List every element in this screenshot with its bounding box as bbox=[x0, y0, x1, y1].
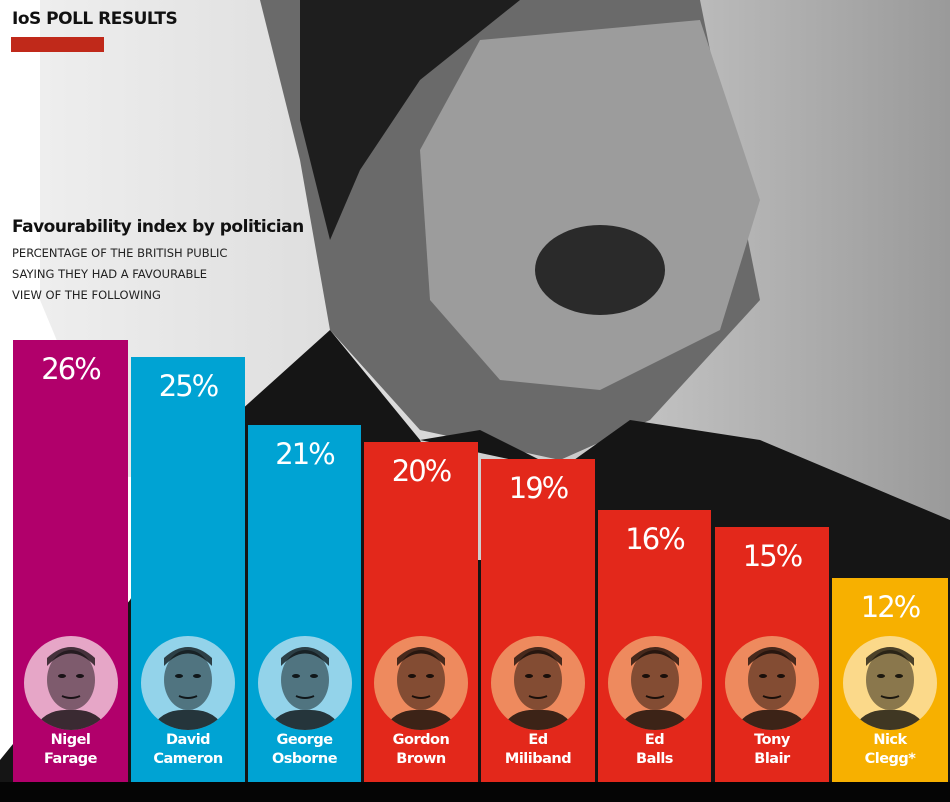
politician-photo bbox=[141, 636, 235, 730]
subtitle-line: SAYING THEY HAD A FAVOURABLE bbox=[12, 267, 208, 281]
bar: 15% Tony Blair bbox=[715, 527, 829, 782]
category-label: Nigel Farage bbox=[13, 731, 128, 769]
last-name: Miliband bbox=[504, 751, 572, 767]
category-label: David Cameron bbox=[131, 731, 245, 769]
politician-photo bbox=[725, 636, 819, 730]
last-name: Clegg* bbox=[864, 751, 916, 767]
data-label: 16% bbox=[625, 522, 685, 556]
first-name: Ed bbox=[528, 732, 548, 748]
category-label: Ed Balls bbox=[598, 731, 711, 769]
last-name: Brown bbox=[396, 751, 446, 767]
chart-title: Favourability index by politician bbox=[12, 217, 304, 237]
first-name: David bbox=[165, 732, 211, 748]
data-label: 19% bbox=[508, 471, 569, 505]
data-label: 20% bbox=[391, 454, 452, 488]
data-label: 12% bbox=[860, 590, 921, 624]
subtitle-line: PERCENTAGE OF THE BRITISH PUBLIC bbox=[12, 246, 228, 260]
bar: 20% Gordon Brown bbox=[364, 442, 478, 782]
bar: 19% Ed Miliband bbox=[481, 459, 595, 782]
category-label: Tony Blair bbox=[715, 731, 829, 769]
data-label: 15% bbox=[742, 539, 803, 573]
bar: 26% Nigel Farage bbox=[13, 340, 128, 782]
subtitle-line: VIEW OF THE FOLLOWING bbox=[12, 288, 161, 302]
bar: 16% Ed Balls bbox=[598, 510, 711, 782]
last-name: Farage bbox=[44, 751, 98, 767]
bar: 12% Nick Clegg* bbox=[832, 578, 948, 782]
data-label: 25% bbox=[158, 369, 219, 403]
category-label: George Osborne bbox=[248, 731, 361, 769]
section-header: IoS POLL RESULTS bbox=[12, 9, 178, 29]
first-name: George bbox=[276, 732, 333, 748]
data-label: 21% bbox=[275, 437, 335, 471]
first-name: Tony bbox=[754, 732, 790, 748]
last-name: Cameron bbox=[153, 751, 223, 767]
first-name: Ed bbox=[644, 732, 665, 748]
bottom-strip bbox=[0, 782, 950, 802]
politician-photo bbox=[843, 636, 937, 730]
politician-photo bbox=[607, 636, 702, 730]
last-name: Balls bbox=[636, 751, 673, 767]
first-name: Nick bbox=[873, 732, 907, 748]
first-name: Nigel bbox=[50, 732, 91, 748]
politician-photo bbox=[374, 636, 468, 730]
header-accent-bar bbox=[11, 37, 104, 52]
politician-photo bbox=[23, 636, 118, 730]
last-name: Osborne bbox=[271, 751, 338, 767]
last-name: Blair bbox=[754, 751, 790, 767]
politician-photo bbox=[257, 636, 352, 730]
politician-photo bbox=[491, 636, 585, 730]
bar: 21% George Osborne bbox=[248, 425, 361, 782]
category-label: Ed Miliband bbox=[481, 731, 595, 769]
data-label: 26% bbox=[41, 352, 101, 386]
category-label: Gordon Brown bbox=[364, 731, 478, 769]
first-name: Gordon bbox=[392, 732, 450, 748]
category-label: Nick Clegg* bbox=[832, 731, 948, 769]
chart-subtitle: PERCENTAGE OF THE BRITISH PUBLIC SAYING … bbox=[12, 243, 272, 306]
bar: 25% David Cameron bbox=[131, 357, 245, 782]
